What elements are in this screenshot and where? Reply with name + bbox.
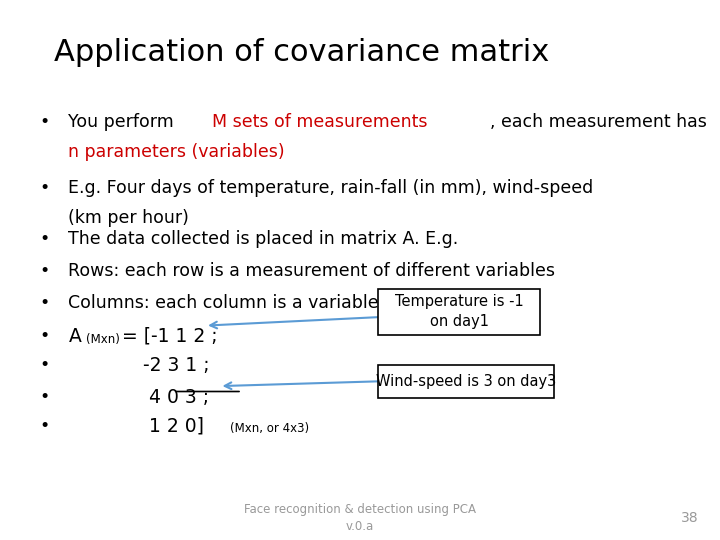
Text: -2 3 1 ;: -2 3 1 ; bbox=[119, 356, 210, 375]
Text: A: A bbox=[68, 327, 81, 346]
Text: Temperature is -1
on day1: Temperature is -1 on day1 bbox=[395, 294, 523, 329]
Text: •: • bbox=[40, 262, 50, 280]
Text: •: • bbox=[40, 356, 50, 374]
Text: (Mxn, or 4x3): (Mxn, or 4x3) bbox=[230, 422, 310, 435]
Text: = [-1 1 2 ;: = [-1 1 2 ; bbox=[122, 327, 218, 346]
Text: •: • bbox=[40, 327, 50, 345]
Text: (km per hour): (km per hour) bbox=[68, 209, 189, 227]
Text: Face recognition & detection using PCA
v.0.a: Face recognition & detection using PCA v… bbox=[244, 503, 476, 534]
FancyBboxPatch shape bbox=[378, 289, 540, 335]
Text: The data collected is placed in matrix A. E.g.: The data collected is placed in matrix A… bbox=[68, 230, 459, 247]
Text: Columns: each column is a variable on different days: Columns: each column is a variable on di… bbox=[68, 294, 533, 312]
FancyBboxPatch shape bbox=[378, 364, 554, 398]
Text: 1 2 0]: 1 2 0] bbox=[119, 417, 204, 436]
Text: You perform: You perform bbox=[68, 113, 180, 131]
Text: Rows: each row is a measurement of different variables: Rows: each row is a measurement of diffe… bbox=[68, 262, 555, 280]
Text: Application of covariance matrix: Application of covariance matrix bbox=[54, 38, 549, 67]
Text: Wind-speed is 3 on day3: Wind-speed is 3 on day3 bbox=[376, 374, 557, 389]
Text: M sets of measurements: M sets of measurements bbox=[212, 113, 428, 131]
Text: •: • bbox=[40, 179, 50, 197]
Text: n parameters (variables): n parameters (variables) bbox=[68, 143, 285, 161]
Text: •: • bbox=[40, 294, 50, 312]
Text: 4 0 3 ;: 4 0 3 ; bbox=[119, 388, 209, 407]
Text: •: • bbox=[40, 230, 50, 247]
Text: , each measurement has: , each measurement has bbox=[490, 113, 707, 131]
Text: E.g. Four days of temperature, rain-fall (in mm), wind-speed: E.g. Four days of temperature, rain-fall… bbox=[68, 179, 594, 197]
Text: (Mxn): (Mxn) bbox=[86, 333, 120, 346]
Text: •: • bbox=[40, 417, 50, 435]
Text: 38: 38 bbox=[681, 511, 698, 525]
Text: •: • bbox=[40, 388, 50, 406]
Text: •: • bbox=[40, 113, 50, 131]
